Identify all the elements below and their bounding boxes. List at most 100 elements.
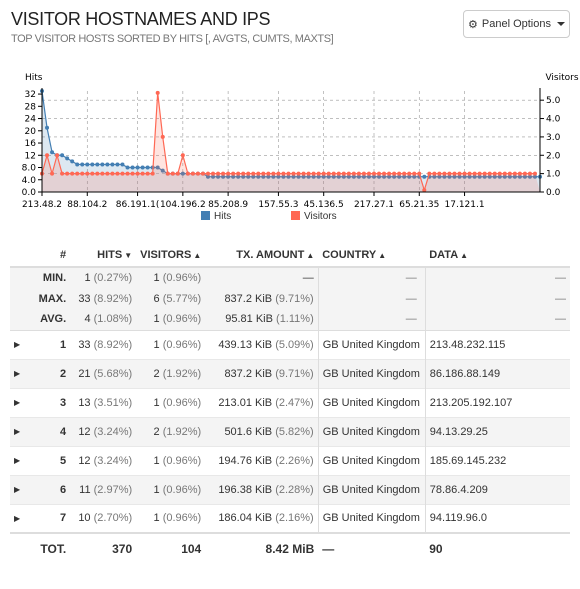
summary-data: —: [425, 267, 570, 288]
summary-hits: 1 (0.27%): [70, 267, 137, 288]
series-point-hits: [65, 156, 70, 161]
expand-row-icon[interactable]: ▶: [10, 474, 25, 504]
series-point-visitors: [60, 171, 65, 176]
series-point-visitors: [527, 171, 532, 176]
summary-country: —: [318, 309, 426, 331]
table-row[interactable]: ▶ 3 13 (3.51%) 1 (0.96%) 213.01 KiB (2.47%) G…: [10, 387, 570, 417]
row-number: 2: [24, 358, 71, 388]
series-point-visitors: [407, 171, 412, 176]
series-point-hits: [296, 174, 301, 179]
row-tx-amount: 213.01 KiB (2.47%): [205, 387, 319, 417]
row-country: GB United Kingdom: [318, 445, 426, 475]
table-row[interactable]: ▶ 5 12 (3.24%) 1 (0.96%) 194.76 KiB (2.26%) G…: [10, 445, 570, 475]
summary-tx: —: [205, 267, 319, 288]
table-row[interactable]: ▶ 6 11 (2.97%) 1 (0.96%) 196.38 KiB (2.28%) G…: [10, 474, 570, 504]
series-point-hits: [502, 174, 507, 179]
row-hits: 10 (2.70%): [70, 503, 137, 533]
column-header-data[interactable]: DATA ▲: [425, 244, 570, 268]
table-row[interactable]: ▶ 4 12 (3.24%) 2 (1.92%) 501.6 KiB (5.82%) GB…: [10, 416, 570, 446]
series-point-hits: [130, 165, 135, 170]
row-tx-amount: 837.2 KiB (9.71%): [205, 358, 319, 388]
row-hits: 11 (2.97%): [70, 474, 137, 504]
series-point-hits: [251, 174, 256, 179]
series-point-hits: [231, 174, 236, 179]
series-point-hits: [387, 174, 392, 179]
row-visitors: 1 (0.96%): [136, 474, 206, 504]
row-tx-amount: 196.38 KiB (2.28%): [205, 474, 319, 504]
series-point-visitors: [316, 171, 321, 176]
column-header-tx-amount[interactable]: TX. AMOUNT ▲: [205, 244, 319, 268]
x-tick-label: 213.48.2: [22, 200, 62, 210]
series-point-visitors: [50, 171, 55, 176]
right-tick-label: 4.0: [546, 115, 561, 125]
series-point-visitors: [206, 171, 210, 176]
totals-row: TOT. 370 104 8.42 MiB — 90: [10, 532, 570, 563]
left-tick-label: 4.0: [22, 176, 37, 186]
series-point-visitors: [502, 171, 507, 176]
series-point-visitors: [402, 171, 407, 176]
panel-options-button[interactable]: ⚙ Panel Options: [463, 10, 570, 38]
left-tick-label: 24: [25, 115, 37, 125]
expand-row-icon[interactable]: ▶: [10, 358, 25, 388]
series-point-visitors: [100, 171, 105, 176]
summary-tx: 837.2 KiB (9.71%): [205, 288, 319, 309]
x-tick-label: 157.55.3: [258, 200, 298, 210]
table-row[interactable]: ▶ 2 21 (5.68%) 2 (1.92%) 837.2 KiB (9.71%) GB…: [10, 358, 570, 388]
row-tx-amount: 186.04 KiB (2.16%): [205, 503, 319, 533]
series-point-hits: [105, 162, 110, 167]
hits-visitors-chart: Hits Visitors 0.0 4.0 8.0 12 16 20 24 28 32 0.0 1.0 2…: [22, 73, 579, 222]
row-number: 5: [24, 445, 71, 475]
series-point-hits: [50, 150, 55, 155]
expand-row-icon[interactable]: ▶: [10, 387, 25, 417]
series-point-visitors: [231, 171, 236, 176]
right-tick-label: 0.0: [546, 188, 561, 198]
series-point-hits: [377, 174, 382, 179]
summary-row: MIN. 1 (0.27%) 1 (0.96%) — — —: [10, 267, 570, 288]
summary-hits: 4 (1.08%): [70, 309, 137, 331]
expand-row-icon[interactable]: ▶: [10, 445, 25, 475]
row-visitors: 1 (0.96%): [136, 387, 206, 417]
right-tick-label: 2.0: [546, 151, 561, 161]
table-row[interactable]: ▶ 1 33 (8.92%) 1 (0.96%) 439.13 KiB (5.09%) G…: [10, 329, 570, 359]
series-point-hits: [221, 174, 226, 179]
series-point-hits: [316, 174, 321, 179]
x-tick-label: 88.104.2: [67, 200, 107, 210]
row-country: GB United Kingdom: [318, 474, 426, 504]
row-hits: 33 (8.92%): [70, 329, 137, 359]
expand-row-icon[interactable]: ▶: [10, 416, 25, 446]
summary-visitors: 1 (0.96%): [136, 309, 206, 331]
column-header-country[interactable]: COUNTRY ▲: [318, 244, 426, 268]
series-point-visitors: [226, 171, 231, 176]
column-header-number[interactable]: #: [24, 244, 71, 268]
series-point-visitors: [75, 171, 80, 176]
row-data: 86.186.88.149: [425, 358, 570, 388]
series-point-visitors: [517, 171, 522, 176]
series-point-visitors: [251, 171, 256, 176]
legend-swatch-hits: [201, 211, 210, 220]
series-point-hits: [211, 174, 216, 179]
summary-hits: 33 (8.92%): [70, 288, 137, 309]
column-header-hits[interactable]: HITS ▼: [70, 244, 137, 268]
expand-row-icon[interactable]: ▶: [10, 503, 25, 533]
series-point-visitors: [512, 171, 517, 176]
expand-row-icon[interactable]: ▶: [10, 329, 25, 359]
table-row[interactable]: ▶ 7 10 (2.70%) 1 (0.96%) 186.04 KiB (2.16%) G…: [10, 503, 570, 533]
series-point-visitors: [467, 171, 472, 176]
column-header-visitors[interactable]: VISITORS ▲︎: [136, 244, 206, 268]
series-point-hits: [145, 165, 150, 170]
series-point-hits: [246, 174, 251, 179]
series-point-visitors: [326, 171, 331, 176]
series-point-hits: [180, 171, 185, 176]
series-point-hits: [346, 174, 351, 179]
series-point-hits: [236, 174, 241, 179]
series-point-visitors: [351, 171, 356, 176]
series-point-hits: [120, 162, 125, 167]
row-hits: 12 (3.24%): [70, 416, 137, 446]
series-point-visitors: [160, 134, 165, 139]
series-point-hits: [382, 174, 387, 179]
series-point-visitors: [507, 171, 512, 176]
totals-hits: 370: [70, 532, 137, 563]
hosts-table: # HITS ▼ VISITORS ▲︎ TX. AMOUNT ▲ COUNTRY ▲ …: [10, 244, 570, 563]
expander-header: [10, 244, 25, 268]
series-point-hits: [311, 174, 316, 179]
